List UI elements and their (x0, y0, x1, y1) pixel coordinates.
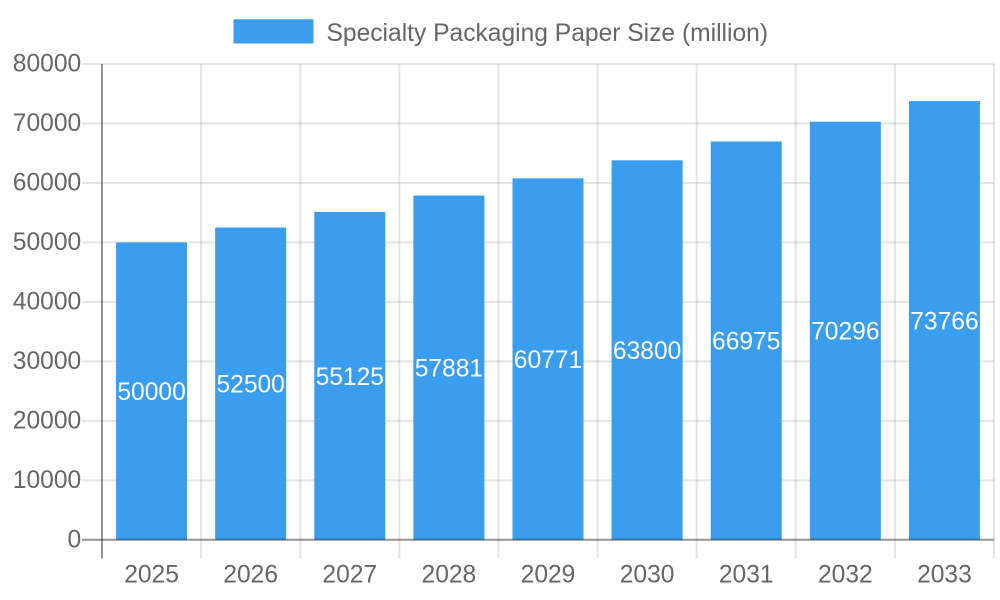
svg-text:Specialty Packaging Paper Size: Specialty Packaging Paper Size (million) (327, 20, 769, 47)
svg-text:2033: 2033 (917, 561, 972, 588)
svg-text:10000: 10000 (13, 467, 81, 494)
svg-text:60771: 60771 (514, 347, 582, 374)
svg-text:80000: 80000 (13, 51, 81, 78)
svg-text:2030: 2030 (620, 561, 675, 588)
svg-text:70000: 70000 (13, 110, 81, 137)
svg-text:2027: 2027 (322, 561, 377, 588)
svg-text:60000: 60000 (13, 170, 81, 197)
svg-text:2031: 2031 (719, 561, 774, 588)
svg-text:2029: 2029 (521, 561, 576, 588)
svg-text:40000: 40000 (13, 289, 81, 316)
svg-text:2026: 2026 (223, 561, 278, 588)
svg-text:30000: 30000 (13, 348, 81, 375)
svg-text:0: 0 (68, 526, 82, 553)
svg-text:50000: 50000 (13, 229, 81, 256)
svg-text:63800: 63800 (613, 338, 681, 365)
svg-text:2025: 2025 (124, 561, 179, 588)
svg-text:2032: 2032 (818, 561, 873, 588)
svg-text:55125: 55125 (316, 364, 384, 391)
svg-text:2028: 2028 (422, 561, 477, 588)
svg-text:73766: 73766 (910, 308, 978, 335)
svg-text:66975: 66975 (712, 329, 780, 356)
svg-text:20000: 20000 (13, 407, 81, 434)
svg-text:52500: 52500 (216, 372, 284, 399)
svg-text:70296: 70296 (811, 319, 879, 346)
svg-text:50000: 50000 (117, 379, 185, 406)
svg-text:57881: 57881 (415, 356, 483, 383)
